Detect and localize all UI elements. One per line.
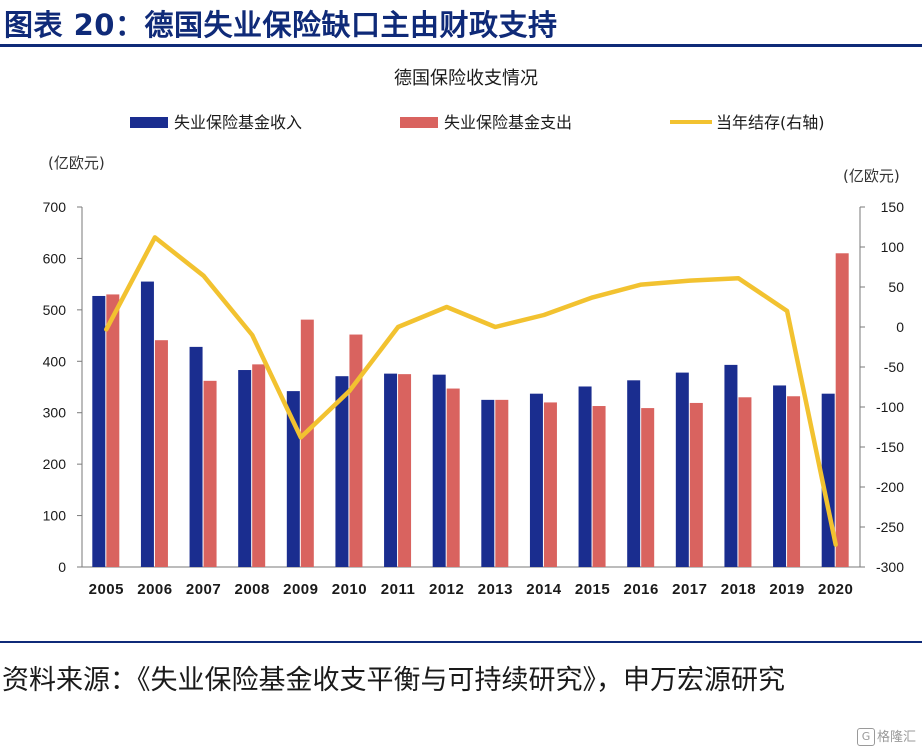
income-bar xyxy=(724,364,738,567)
expense-bar xyxy=(398,374,412,567)
income-bar xyxy=(627,380,641,567)
income-bar xyxy=(481,399,495,567)
balance-line xyxy=(104,235,838,547)
income-bar xyxy=(384,373,398,567)
income-bar xyxy=(189,346,203,567)
expense-bar xyxy=(300,319,314,567)
expense-bar xyxy=(689,402,703,567)
expense-bar xyxy=(495,399,509,567)
expense-bar xyxy=(203,380,217,567)
watermark-logo-icon: G xyxy=(856,728,875,746)
expense-bar xyxy=(787,396,801,567)
title-underline xyxy=(0,44,922,47)
right-tick-label: -50 xyxy=(884,359,904,375)
legend: 失业保险基金收入 失业保险基金支出 当年结存(右轴) xyxy=(130,113,825,132)
x-tick-label: 2017 xyxy=(672,581,707,598)
income-bar xyxy=(335,376,349,567)
legend-label-expense: 失业保险基金支出 xyxy=(444,113,572,132)
expense-bar xyxy=(154,340,168,567)
right-tick-label: 0 xyxy=(896,319,904,335)
left-axis-unit: (亿欧元) xyxy=(48,154,105,172)
income-bar xyxy=(432,374,446,567)
income-bar xyxy=(238,370,252,567)
left-tick-label: 600 xyxy=(43,250,67,266)
x-tick-label: 2015 xyxy=(575,581,610,598)
right-tick-label: 100 xyxy=(881,239,905,255)
income-bar xyxy=(773,385,787,567)
expense-bar xyxy=(641,408,655,567)
income-bar xyxy=(578,386,592,567)
income-bar xyxy=(140,281,154,567)
legend-swatch-income xyxy=(130,117,168,128)
legend-label-income: 失业保险基金收入 xyxy=(174,113,302,132)
expense-bar xyxy=(835,253,849,568)
expense-bar xyxy=(446,388,460,567)
left-tick-label: 500 xyxy=(43,302,67,318)
left-tick-label: 200 xyxy=(43,456,67,472)
left-tick-label: 700 xyxy=(43,199,67,215)
right-tick-label: -300 xyxy=(876,559,904,575)
x-tick-label: 2011 xyxy=(381,581,416,598)
left-tick-label: 400 xyxy=(43,353,67,369)
left-tick-label: 300 xyxy=(43,405,67,421)
x-tick-label: 2013 xyxy=(478,581,513,598)
right-tick-label: 150 xyxy=(881,199,905,215)
x-tick-label: 2005 xyxy=(89,581,124,598)
chart: 德国保险收支情况 失业保险基金收入 失业保险基金支出 当年结存(右轴) (亿欧元… xyxy=(43,68,905,598)
right-tick-label: -200 xyxy=(876,479,904,495)
expense-bar xyxy=(252,364,266,567)
x-tick-label: 2008 xyxy=(235,581,270,598)
expense-bar xyxy=(106,294,120,567)
x-tick-label: 2006 xyxy=(137,581,172,598)
chart-title: 德国保险收支情况 xyxy=(394,68,538,89)
figure-title: 图表 20：德国失业保险缺口主由财政支持 xyxy=(4,8,558,42)
left-tick-label: 100 xyxy=(43,508,67,524)
expense-bar xyxy=(592,406,606,567)
x-tick-label: 2014 xyxy=(526,581,562,598)
right-tick-label: -250 xyxy=(876,519,904,535)
right-tick-label: -150 xyxy=(876,439,904,455)
x-tick-label: 2007 xyxy=(186,581,221,598)
x-tick-label: 2010 xyxy=(332,581,367,598)
watermark-text: 格隆汇 xyxy=(876,729,916,745)
income-bar xyxy=(92,295,106,567)
watermark: G 格隆汇 xyxy=(856,726,916,746)
x-tick-label: 2019 xyxy=(769,581,804,598)
x-tick-label: 2018 xyxy=(721,581,756,598)
x-tick-label: 2009 xyxy=(283,581,318,598)
right-axis-unit: (亿欧元) xyxy=(843,167,900,185)
x-tick-label: 2020 xyxy=(818,581,853,598)
expense-bar xyxy=(543,402,557,567)
source-note: 资料来源：《失业保险基金收支平衡与可持续研究》，申万宏源研究 xyxy=(2,665,785,696)
income-bar xyxy=(675,372,689,567)
legend-swatch-expense xyxy=(400,117,438,128)
legend-label-balance: 当年结存(右轴) xyxy=(716,113,825,132)
x-tick-label: 2016 xyxy=(624,581,659,598)
income-bar xyxy=(286,391,300,567)
left-tick-label: 0 xyxy=(58,559,66,575)
income-bar xyxy=(529,393,543,567)
expense-bar xyxy=(738,397,752,567)
x-tick-label: 2012 xyxy=(429,581,464,598)
expense-bar xyxy=(349,334,363,567)
right-tick-label: -100 xyxy=(876,399,904,415)
source-divider xyxy=(0,641,922,643)
right-tick-label: 50 xyxy=(888,279,904,295)
